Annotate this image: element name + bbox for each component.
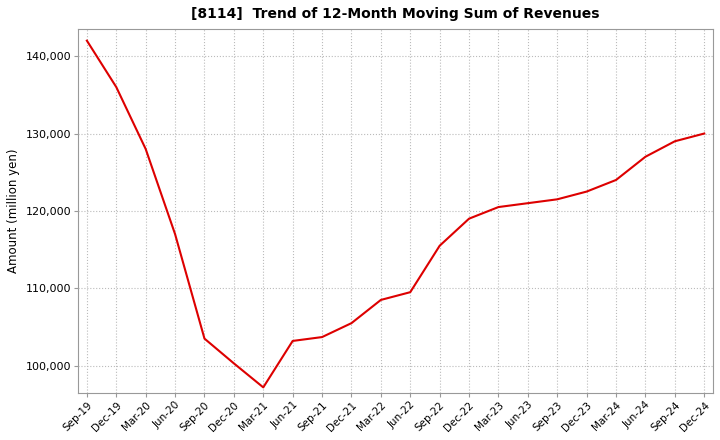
Title: [8114]  Trend of 12-Month Moving Sum of Revenues: [8114] Trend of 12-Month Moving Sum of R… [192, 7, 600, 21]
Y-axis label: Amount (million yen): Amount (million yen) [7, 149, 20, 273]
